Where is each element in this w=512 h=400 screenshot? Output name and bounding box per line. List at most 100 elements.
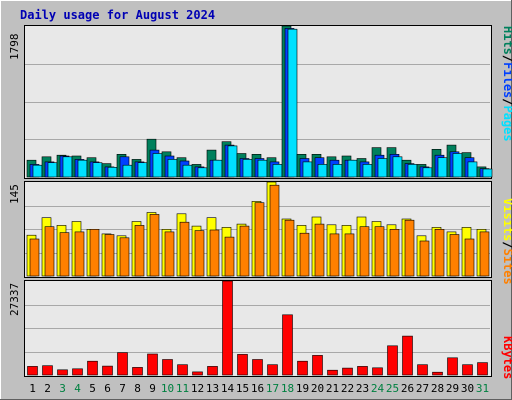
x-tick-label-day-12: 12 <box>191 382 204 395</box>
chart-title: Daily usage for August 2024 <box>20 8 215 22</box>
legend-pages: Pages <box>501 106 512 142</box>
bar-pages-day-2 <box>47 162 58 178</box>
bar-sites-day-11 <box>179 221 190 277</box>
x-tick-label-day-7: 7 <box>119 382 126 395</box>
bar-kbytes-day-29 <box>447 357 458 376</box>
bar-sites-day-13 <box>209 229 220 277</box>
bar-kbytes-day-31 <box>477 362 488 376</box>
bar-pages-day-5 <box>92 162 103 178</box>
bar-pages-day-15 <box>242 159 253 178</box>
bar-sites-day-18 <box>284 219 295 277</box>
bar-pages-day-1 <box>32 164 43 178</box>
bars-layer <box>26 25 493 376</box>
bar-sites-day-24 <box>374 226 385 277</box>
legend-sep-3: / <box>501 241 512 248</box>
bar-pages-day-7 <box>122 164 133 178</box>
bar-kbytes-day-28 <box>432 371 443 376</box>
bar-sites-day-28 <box>434 229 445 277</box>
y-max-label-hits: 1798 <box>8 34 21 61</box>
x-tick-label-day-18: 18 <box>281 382 294 395</box>
bar-kbytes-day-6 <box>102 365 113 376</box>
bar-sites-day-15 <box>239 225 250 277</box>
bar-kbytes-day-21 <box>327 369 338 376</box>
x-tick-label-day-6: 6 <box>104 382 111 395</box>
bar-sites-day-29 <box>449 234 460 277</box>
bar-kbytes-day-10 <box>162 359 173 376</box>
x-tick-label-day-29: 29 <box>446 382 459 395</box>
x-tick-label-day-23: 23 <box>356 382 369 395</box>
bar-sites-day-3 <box>59 232 70 277</box>
bar-pages-day-3 <box>62 156 73 178</box>
x-tick-label-day-17: 17 <box>266 382 279 395</box>
bar-sites-day-26 <box>404 219 415 277</box>
x-tick-label-day-20: 20 <box>311 382 324 395</box>
x-tick-label-day-16: 16 <box>251 382 264 395</box>
bar-sites-day-6 <box>104 234 115 277</box>
bar-sites-day-31 <box>479 231 490 277</box>
x-tick-label-day-21: 21 <box>326 382 339 395</box>
bar-kbytes-day-14 <box>222 280 233 376</box>
x-tick-label-day-8: 8 <box>134 382 141 395</box>
bar-pages-day-25 <box>392 156 403 178</box>
svg-text:KBytes: KBytes <box>501 336 512 379</box>
x-tick-label-day-24: 24 <box>371 382 385 395</box>
bar-sites-day-20 <box>314 223 325 277</box>
x-axis-day-labels: 1 2 3 4 5 6 7 8 9 10 11 12 13 14 15 16 17 18 19 20 21 22 23 24 2… <box>29 382 489 395</box>
bar-sites-day-2 <box>44 226 55 277</box>
x-tick-label-day-9: 9 <box>149 382 156 395</box>
bar-pages-day-9 <box>152 153 163 178</box>
bar-sites-day-10 <box>164 231 175 277</box>
bar-sites-day-14 <box>224 236 235 277</box>
bar-kbytes-day-11 <box>177 364 188 376</box>
bar-sites-day-23 <box>359 226 370 277</box>
x-tick-label-day-10: 10 <box>161 382 174 395</box>
legend-kbytes: KBytes <box>501 336 512 379</box>
bar-sites-day-1 <box>29 238 40 277</box>
bar-sites-day-8 <box>134 225 145 277</box>
bar-pages-day-12 <box>197 167 208 178</box>
bar-sites-day-9 <box>149 214 160 277</box>
bar-pages-day-13 <box>212 159 223 178</box>
bar-kbytes-day-19 <box>297 360 308 376</box>
legend-kbytes-group: KBytes <box>501 336 512 379</box>
x-tick-label-day-11: 11 <box>176 382 189 395</box>
bar-kbytes-day-3 <box>57 369 68 376</box>
bar-pages-day-30 <box>467 161 478 178</box>
bar-pages-day-10 <box>167 159 178 178</box>
bar-pages-day-29 <box>452 153 463 178</box>
bar-kbytes-day-22 <box>342 367 353 376</box>
bar-kbytes-day-7 <box>117 352 128 376</box>
bar-sites-day-4 <box>74 231 85 277</box>
y-max-label-visits: 145 <box>8 184 21 204</box>
x-tick-label-day-26: 26 <box>401 382 414 395</box>
bar-sites-day-27 <box>419 240 430 277</box>
bar-kbytes-day-2 <box>42 365 53 376</box>
legend-files: Files <box>501 62 512 98</box>
bar-kbytes-day-13 <box>207 366 218 376</box>
svg-text:Visits/Sites: Visits/Sites <box>501 198 512 285</box>
x-tick-label-day-3: 3 <box>59 382 66 395</box>
x-tick-label-day-27: 27 <box>416 382 429 395</box>
bar-pages-day-28 <box>437 157 448 178</box>
bar-pages-day-22 <box>347 159 358 178</box>
legend-sep-1: / <box>501 55 512 62</box>
bar-pages-day-17 <box>272 164 283 178</box>
bar-kbytes-day-17 <box>267 364 278 376</box>
bar-pages-day-4 <box>77 159 88 178</box>
bar-kbytes-day-27 <box>417 364 428 376</box>
bar-pages-day-24 <box>377 158 388 178</box>
bar-kbytes-day-8 <box>132 367 143 376</box>
bar-kbytes-day-5 <box>87 360 98 376</box>
y-max-label-kbytes: 27337 <box>8 283 21 316</box>
bar-kbytes-day-18 <box>282 314 293 376</box>
bar-sites-day-22 <box>344 233 355 277</box>
bar-kbytes-day-20 <box>312 355 323 376</box>
legend-visits-sites: Visits/Sites <box>501 198 512 285</box>
bar-kbytes-day-4 <box>72 368 83 376</box>
x-tick-label-day-5: 5 <box>89 382 96 395</box>
x-tick-label-day-4: 4 <box>74 382 81 395</box>
bar-sites-day-25 <box>389 229 400 277</box>
bar-kbytes-day-30 <box>462 364 473 376</box>
bar-sites-day-17 <box>269 184 280 277</box>
